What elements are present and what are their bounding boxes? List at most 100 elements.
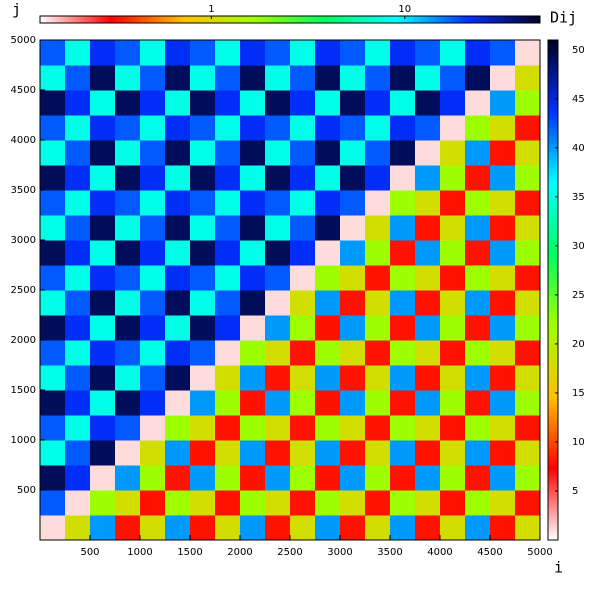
heatmap-cell	[140, 490, 166, 516]
heatmap-cell	[390, 340, 416, 366]
y-tick-label: 1500	[11, 385, 36, 396]
heatmap-cell	[440, 40, 466, 66]
heatmap-cell	[140, 390, 166, 416]
heatmap-cell	[440, 515, 466, 541]
heatmap-cell	[415, 115, 441, 141]
heatmap-cell	[65, 40, 91, 66]
heatmap-cell	[315, 390, 341, 416]
heatmap-cell	[40, 365, 66, 391]
heatmap-cell	[40, 465, 66, 491]
heatmap-cell	[315, 40, 341, 66]
heatmap-cell	[490, 465, 516, 491]
heatmap-cell	[315, 365, 341, 391]
heatmap-cell	[140, 65, 166, 91]
heatmap-cell	[65, 290, 91, 316]
x-tick-label: 500	[80, 547, 99, 558]
heatmap-cell	[465, 140, 491, 166]
heatmap-cell	[515, 140, 541, 166]
heatmap-cell	[190, 290, 216, 316]
heatmap-cell	[265, 290, 291, 316]
heatmap-cell	[390, 215, 416, 241]
colorbar-tick-label: 20	[572, 339, 585, 350]
heatmap-cell	[365, 440, 391, 466]
x-tick-label: 4500	[477, 547, 502, 558]
heatmap-cell	[115, 265, 141, 291]
heatmap-cell	[190, 440, 216, 466]
heatmap-cell	[140, 215, 166, 241]
heatmap-cell	[65, 315, 91, 341]
heatmap-cell	[40, 390, 66, 416]
heatmap-cell	[515, 390, 541, 416]
heatmap-cell	[190, 90, 216, 116]
heatmap-cell	[40, 240, 66, 266]
heatmap-cell	[465, 465, 491, 491]
heatmap-cell	[290, 140, 316, 166]
heatmap-cell	[315, 315, 341, 341]
heatmap-cell	[215, 440, 241, 466]
heatmap-cell	[65, 65, 91, 91]
heatmap-cell	[190, 265, 216, 291]
heatmap-cell	[290, 265, 316, 291]
heatmap-cell	[240, 365, 266, 391]
heatmap-cell	[265, 165, 291, 191]
heatmap-cell	[265, 365, 291, 391]
heatmap-cell	[365, 465, 391, 491]
heatmap-cell	[490, 165, 516, 191]
heatmap-cell	[340, 265, 366, 291]
heatmap-cell	[65, 140, 91, 166]
heatmap-cell	[365, 290, 391, 316]
heatmap-cell	[290, 440, 316, 466]
heatmap-cell	[390, 190, 416, 216]
heatmap-cell	[440, 265, 466, 291]
colorbar-label: Dij	[550, 9, 577, 27]
heatmap-cell	[415, 415, 441, 441]
heatmap-cell	[315, 290, 341, 316]
heatmap-cell	[290, 465, 316, 491]
heatmap-cell	[415, 140, 441, 166]
heatmap-cell	[390, 315, 416, 341]
heatmap-cell	[265, 265, 291, 291]
heatmap-cell	[165, 340, 191, 366]
heatmap-cell	[40, 340, 66, 366]
heatmap-cell	[190, 40, 216, 66]
heatmap-cell	[140, 415, 166, 441]
heatmap-cell	[90, 290, 116, 316]
heatmap-cell	[215, 165, 241, 191]
heatmap-cell	[315, 140, 341, 166]
heatmap-cell	[490, 515, 516, 541]
heatmap-cell	[115, 490, 141, 516]
heatmap-cell	[390, 515, 416, 541]
heatmap-cell	[215, 415, 241, 441]
heatmap-cell	[240, 165, 266, 191]
heatmap-cell	[365, 215, 391, 241]
heatmap-cell	[390, 365, 416, 391]
heatmap-cell	[515, 240, 541, 266]
heatmap-cell	[290, 40, 316, 66]
heatmap-cell	[190, 415, 216, 441]
heatmap-cell	[490, 40, 516, 66]
heatmap-cell	[240, 90, 266, 116]
heatmap-cell	[140, 340, 166, 366]
heatmap-cell	[265, 515, 291, 541]
heatmap-cell	[365, 240, 391, 266]
heatmap-cell	[340, 240, 366, 266]
heatmap-cell	[490, 240, 516, 266]
heatmap-cell	[440, 365, 466, 391]
heatmap-cell	[265, 440, 291, 466]
heatmap-cell	[165, 90, 191, 116]
heatmap-cell	[240, 465, 266, 491]
heatmap-cell	[315, 465, 341, 491]
heatmap-cell	[365, 265, 391, 291]
heatmap-cell	[115, 415, 141, 441]
y-tick-label: 4000	[11, 135, 36, 146]
heatmap-cell	[515, 365, 541, 391]
heatmap-cell	[415, 340, 441, 366]
x-tick-label: 5000	[527, 547, 552, 558]
heatmap-cell	[440, 65, 466, 91]
heatmap-cell	[40, 90, 66, 116]
heatmap-cell	[515, 115, 541, 141]
heatmap-cell	[515, 515, 541, 541]
heatmap-cell	[115, 115, 141, 141]
heatmap-cell	[115, 440, 141, 466]
